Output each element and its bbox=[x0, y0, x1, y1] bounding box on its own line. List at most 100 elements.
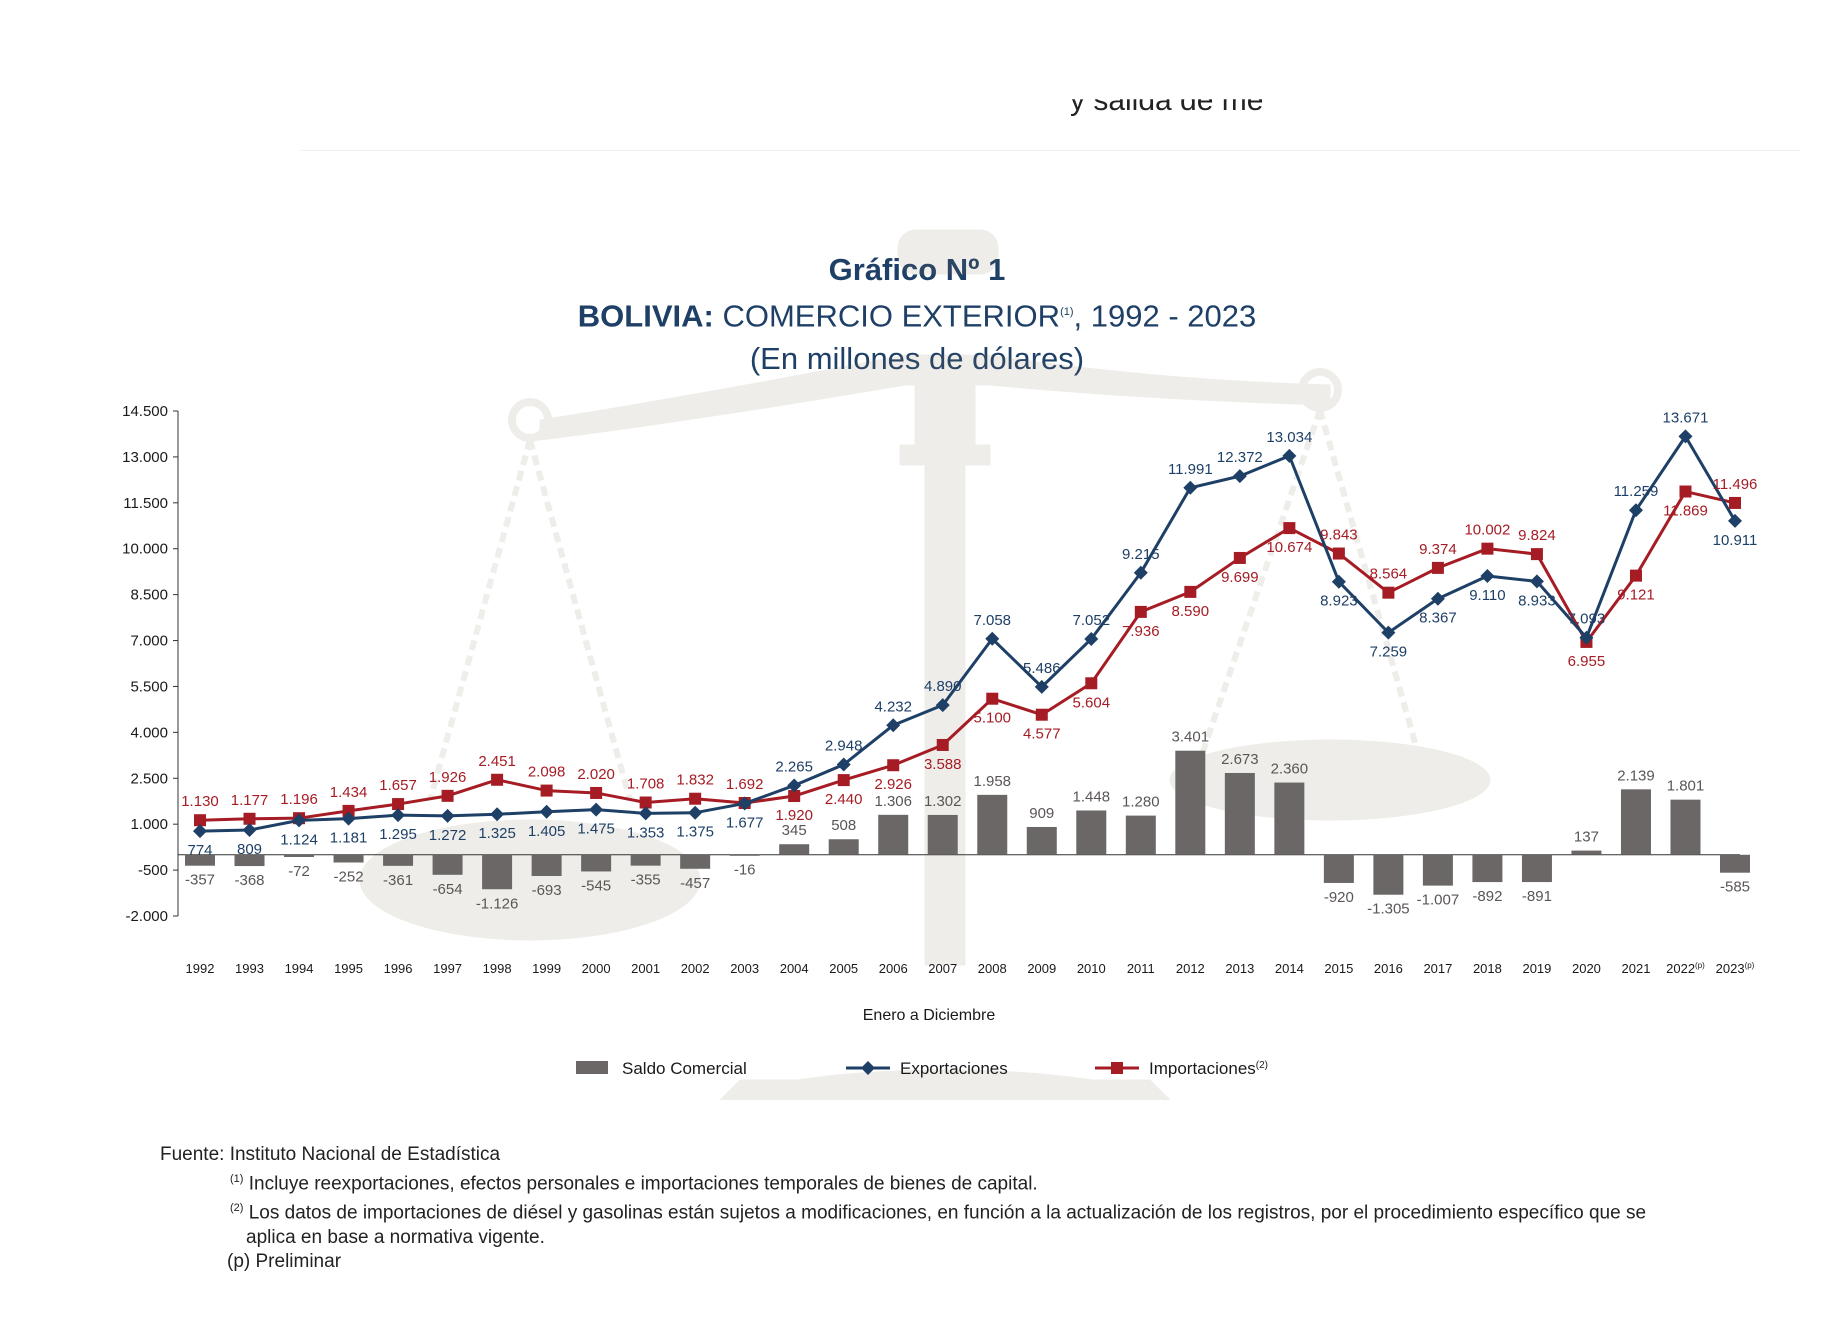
balance-label: -585 bbox=[1720, 879, 1750, 896]
imports-label: 1.130 bbox=[181, 793, 219, 810]
footnote-1: (1) Incluye reexportaciones, efectos per… bbox=[160, 1167, 1646, 1196]
balance-label: -891 bbox=[1522, 888, 1552, 905]
imports-point bbox=[1729, 496, 1741, 509]
exports-point bbox=[985, 631, 1000, 646]
exports-label: 7.058 bbox=[973, 612, 1011, 629]
balance-label: 2.139 bbox=[1617, 767, 1655, 784]
title-country: BOLIVIA: bbox=[577, 298, 714, 334]
imports-label: 1.926 bbox=[429, 769, 467, 786]
imports-label: 8.590 bbox=[1172, 603, 1210, 620]
balance-label: -892 bbox=[1472, 888, 1502, 905]
imports-label: 10.002 bbox=[1464, 522, 1510, 539]
x-tick-label: 1995 bbox=[334, 961, 363, 976]
footnote-1-text: Incluye reexportaciones, efectos persona… bbox=[248, 1173, 1038, 1195]
imports-label: 1.177 bbox=[231, 792, 269, 809]
imports-label: 6.955 bbox=[1568, 653, 1606, 670]
x-tick-label: 2006 bbox=[879, 961, 908, 976]
legend-label-exports: Exportaciones bbox=[900, 1059, 1008, 1078]
exports-point bbox=[638, 806, 653, 821]
balance-label: -693 bbox=[532, 882, 562, 899]
legend-marker-exports bbox=[861, 1061, 875, 1075]
imports-point bbox=[1530, 548, 1543, 561]
y-tick-label: 11.500 bbox=[123, 495, 168, 512]
exports-point bbox=[737, 796, 752, 811]
y-tick-label: 1.000 bbox=[130, 816, 168, 833]
balance-bar bbox=[1175, 750, 1206, 855]
imports-point bbox=[788, 790, 801, 803]
exports-label: 5.486 bbox=[1023, 660, 1061, 677]
imports-point bbox=[1629, 569, 1642, 582]
balance-label: -357 bbox=[185, 872, 215, 889]
imports-label: 9.824 bbox=[1518, 527, 1556, 544]
imports-label: 8.564 bbox=[1370, 566, 1408, 583]
y-tick-label: 10.000 bbox=[122, 541, 168, 558]
imports-point bbox=[887, 759, 900, 772]
exports-point bbox=[1579, 630, 1594, 645]
chart-title: BOLIVIA: COMERCIO EXTERIOR(1), 1992 - 20… bbox=[0, 290, 1834, 338]
cropped-heading: y salida de me bbox=[1070, 84, 1264, 117]
exports-label: 1.375 bbox=[676, 824, 714, 841]
balance-bar bbox=[1076, 810, 1107, 855]
balance-bar bbox=[680, 854, 711, 869]
exports-label: 1.325 bbox=[478, 825, 516, 842]
balance-bar bbox=[185, 854, 215, 866]
balance-bar bbox=[1224, 772, 1255, 855]
exports-label: 774 bbox=[187, 842, 212, 859]
imports-label: 1.196 bbox=[280, 791, 318, 808]
balance-label: -361 bbox=[383, 872, 413, 889]
balance-bar bbox=[482, 854, 513, 890]
imports-label: 1.832 bbox=[676, 772, 714, 789]
exports-point bbox=[1678, 429, 1693, 444]
exports-point bbox=[1034, 679, 1049, 694]
balance-label: 1.302 bbox=[924, 793, 962, 810]
balance-scale-watermark bbox=[359, 229, 1491, 1100]
exports-point bbox=[1529, 574, 1544, 589]
balance-label: -654 bbox=[433, 881, 463, 898]
imports-point bbox=[1431, 561, 1444, 574]
exports-label: 8.367 bbox=[1419, 610, 1457, 627]
exports-point bbox=[440, 808, 455, 823]
exports-label: 1.272 bbox=[429, 827, 467, 844]
balance-label: 2.360 bbox=[1271, 761, 1309, 778]
exports-point bbox=[490, 807, 505, 822]
balance-bar bbox=[927, 814, 958, 855]
exports-label: 8.923 bbox=[1320, 593, 1358, 610]
exports-label: 1.353 bbox=[627, 824, 665, 841]
imports-label: 9.121 bbox=[1617, 587, 1655, 604]
x-tick-label: 2021 bbox=[1622, 961, 1651, 976]
imports-point bbox=[837, 774, 850, 787]
balance-label: -1.305 bbox=[1367, 901, 1410, 918]
source-note: Fuente: Instituto Nacional de Estadístic… bbox=[160, 1144, 501, 1165]
balance-bar bbox=[729, 854, 760, 856]
chart-titles: Gráfico Nº 1 BOLIVIA: COMERCIO EXTERIOR(… bbox=[0, 250, 1834, 380]
balance-label: -16 bbox=[734, 861, 756, 878]
exports-point bbox=[1232, 469, 1247, 484]
balance-label: -545 bbox=[581, 877, 611, 894]
balance-label: -355 bbox=[631, 872, 661, 889]
exports-label: 11.991 bbox=[1168, 461, 1213, 478]
imports-point bbox=[1679, 485, 1692, 498]
imports-point bbox=[986, 692, 999, 705]
title-period: , 1992 - 2023 bbox=[1073, 298, 1257, 334]
imports-label: 5.604 bbox=[1073, 694, 1111, 711]
legend-marker-imports bbox=[1111, 1062, 1123, 1074]
balance-label: 345 bbox=[782, 822, 807, 839]
x-tick-label: 2022(p) bbox=[1666, 961, 1705, 976]
balance-label: -920 bbox=[1324, 889, 1354, 906]
y-tick-label: 7.000 bbox=[130, 633, 168, 650]
exports-point bbox=[1183, 480, 1198, 495]
exports-label: 13.671 bbox=[1663, 409, 1709, 426]
x-tick-label: 2014 bbox=[1275, 961, 1304, 976]
exports-point bbox=[935, 698, 950, 713]
imports-point bbox=[1085, 677, 1098, 690]
balance-bar bbox=[333, 854, 364, 863]
balance-label: 1.801 bbox=[1667, 778, 1705, 795]
x-tick-label: 2007 bbox=[928, 961, 957, 976]
exports-point bbox=[1381, 625, 1396, 640]
exports-point bbox=[242, 823, 257, 838]
x-tick-label: 1992 bbox=[186, 961, 215, 976]
balance-bar bbox=[1323, 854, 1354, 883]
balance-bar bbox=[1670, 799, 1701, 855]
footnote-2: (2) Los datos de importaciones de diésel… bbox=[160, 1196, 1646, 1225]
exports-point bbox=[787, 778, 802, 793]
